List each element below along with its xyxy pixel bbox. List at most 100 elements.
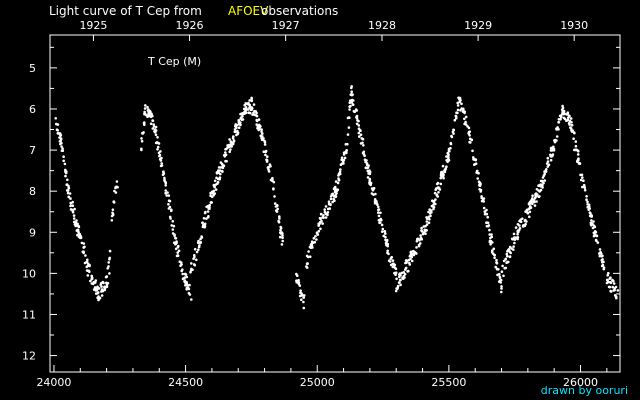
- data-point: [555, 135, 559, 138]
- data-point: [82, 246, 85, 249]
- data-point: [375, 199, 378, 203]
- data-point: [368, 177, 372, 181]
- data-point: [516, 236, 520, 239]
- data-point: [464, 123, 468, 126]
- data-point: [471, 149, 474, 153]
- data-point: [371, 188, 375, 192]
- data-point: [306, 262, 309, 266]
- data-point: [105, 275, 109, 278]
- data-point: [612, 279, 615, 283]
- data-point: [151, 114, 154, 118]
- data-point: [317, 229, 321, 233]
- data-point: [248, 111, 252, 115]
- data-point: [434, 202, 437, 206]
- data-point: [436, 195, 440, 198]
- data-point: [420, 238, 424, 241]
- data-point: [329, 197, 333, 201]
- data-point: [607, 271, 610, 275]
- data-point: [453, 118, 457, 122]
- data-point: [541, 176, 545, 179]
- year-tick-label: 1930: [560, 19, 588, 32]
- data-point: [458, 96, 462, 100]
- data-point: [89, 279, 92, 283]
- data-point: [395, 277, 398, 281]
- data-point: [308, 255, 312, 258]
- data-point: [56, 123, 60, 126]
- data-point: [477, 172, 480, 175]
- data-point: [88, 264, 91, 268]
- data-point: [334, 195, 338, 198]
- data-point: [402, 271, 406, 274]
- data-point: [305, 266, 309, 269]
- data-point: [232, 140, 236, 143]
- x-tick-label: 24500: [168, 376, 203, 389]
- data-point: [100, 285, 103, 288]
- data-point: [143, 123, 146, 127]
- data-point: [585, 198, 588, 201]
- data-point: [409, 257, 412, 261]
- data-point: [300, 298, 303, 302]
- data-point: [181, 268, 184, 272]
- data-point: [164, 184, 167, 187]
- data-point: [106, 281, 110, 285]
- data-point: [151, 119, 155, 123]
- data-point: [504, 266, 508, 270]
- data-point: [439, 176, 443, 180]
- data-point: [432, 205, 436, 209]
- data-point: [595, 239, 598, 243]
- data-point: [499, 281, 503, 284]
- data-point: [614, 285, 618, 289]
- data-point: [259, 125, 262, 128]
- data-point: [268, 163, 272, 166]
- data-point: [112, 200, 116, 203]
- data-point: [601, 254, 604, 258]
- data-point: [66, 191, 70, 195]
- data-point: [315, 238, 318, 241]
- data-point: [359, 133, 363, 136]
- data-point: [405, 260, 409, 263]
- data-point: [146, 105, 149, 109]
- data-point: [160, 156, 163, 160]
- data-point: [602, 260, 605, 264]
- y-tick-label: 5: [29, 62, 36, 75]
- data-point: [279, 228, 282, 232]
- data-point: [100, 288, 104, 291]
- data-point: [216, 180, 220, 184]
- data-point: [390, 255, 394, 259]
- data-point: [429, 214, 432, 218]
- data-point: [438, 188, 442, 191]
- data-point: [172, 224, 176, 228]
- data-point: [526, 211, 530, 215]
- credit-label: drawn by ooruri: [540, 384, 628, 397]
- data-point: [589, 212, 592, 215]
- data-point: [67, 195, 71, 199]
- data-point: [351, 93, 354, 96]
- data-point: [177, 249, 181, 253]
- data-point: [248, 99, 251, 102]
- data-point: [208, 207, 211, 210]
- data-point: [206, 210, 210, 213]
- data-point: [267, 170, 271, 173]
- data-point: [340, 156, 344, 159]
- data-point: [266, 155, 269, 158]
- data-point: [281, 234, 284, 237]
- data-point: [441, 164, 445, 168]
- data-point: [61, 149, 65, 152]
- data-point: [507, 248, 511, 251]
- data-point: [319, 227, 322, 231]
- data-point: [264, 153, 267, 157]
- data-point: [258, 127, 261, 131]
- data-point: [424, 232, 427, 235]
- data-point: [549, 158, 553, 162]
- data-point: [419, 242, 422, 245]
- data-point: [272, 180, 276, 184]
- data-point: [321, 222, 324, 225]
- data-point: [276, 204, 279, 207]
- data-point: [602, 266, 606, 269]
- data-point: [60, 145, 63, 148]
- data-point: [468, 134, 471, 137]
- data-point: [251, 107, 254, 110]
- data-point: [415, 252, 418, 255]
- data-point: [460, 102, 463, 106]
- data-point: [464, 115, 468, 119]
